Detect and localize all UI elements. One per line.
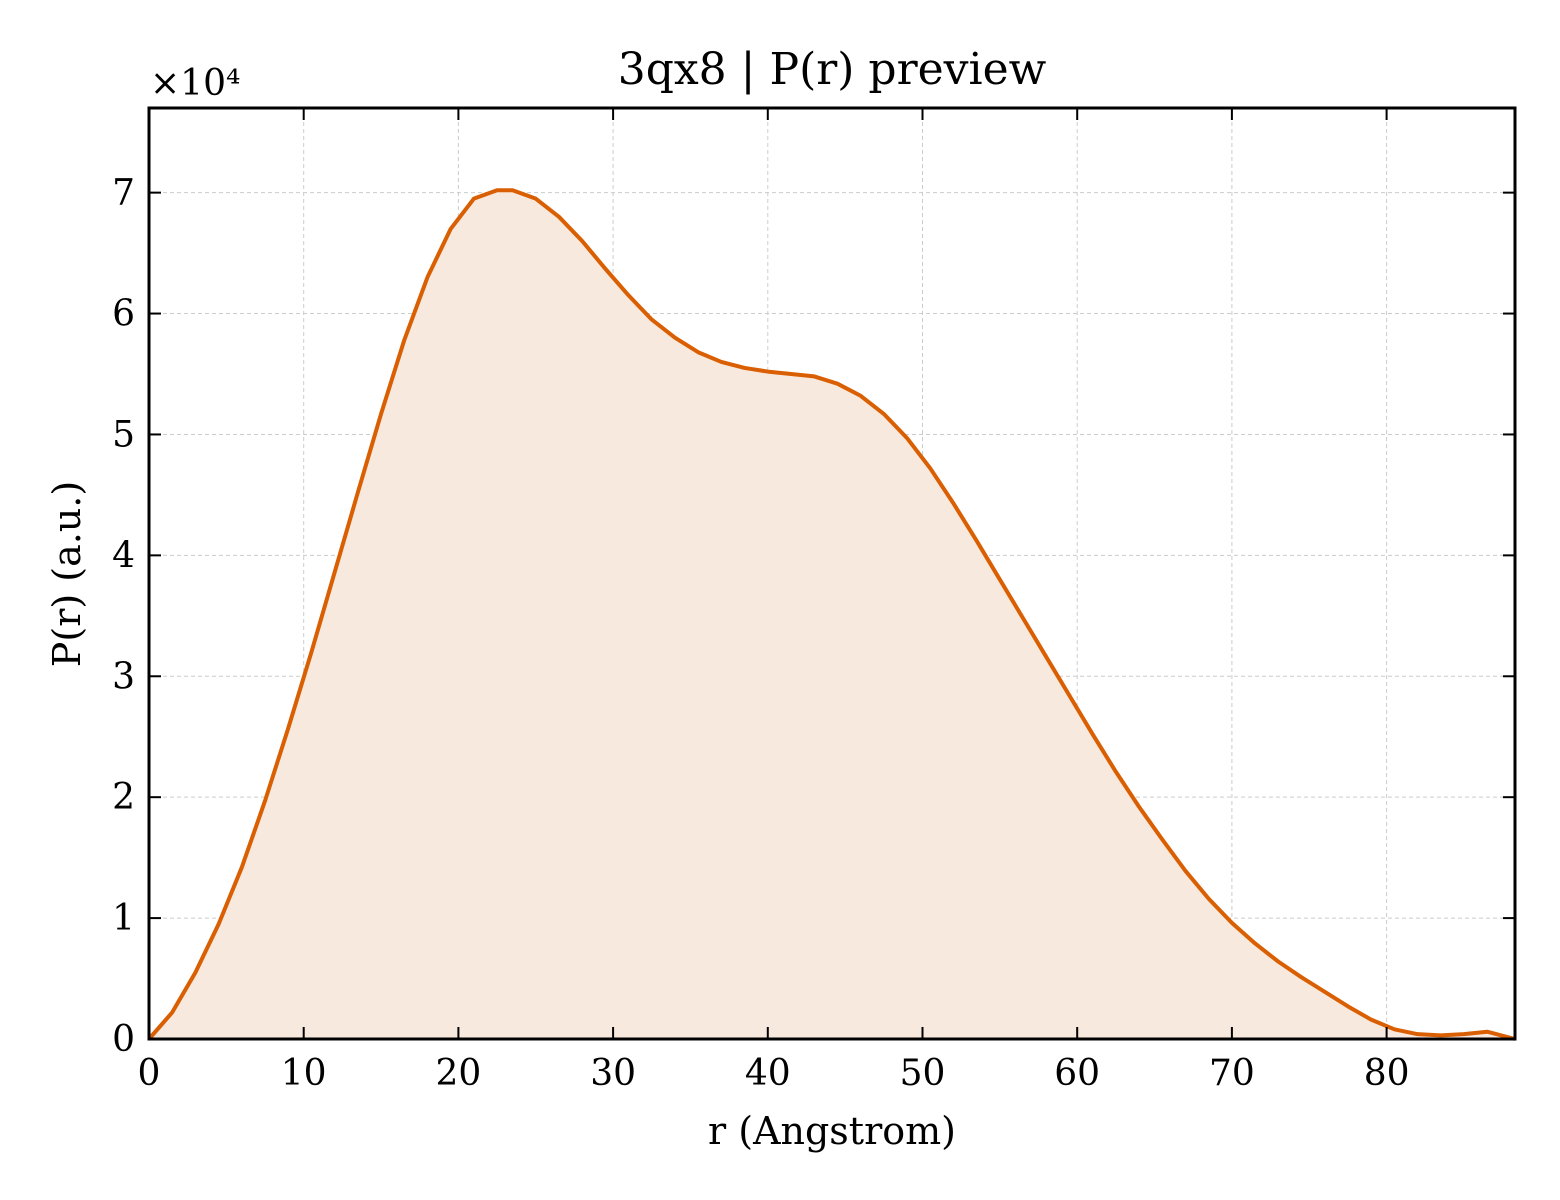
plot-frame [147,106,1517,1041]
x-tick-label: 10 [281,1053,327,1094]
series-line [147,188,1516,1041]
y-multiplier-label: ×10⁴ [150,63,240,104]
chart-title: 3qx8 | P(r) preview [618,44,1047,95]
x-tick-label: 30 [590,1053,636,1094]
x-tick-label: 60 [1054,1053,1100,1094]
y-tick-label: 7 [112,173,135,214]
x-tick-label: 40 [745,1053,791,1094]
y-tick-label: 0 [112,1019,135,1060]
y-axis-label: P(r) (a.u.) [45,481,89,667]
x-tick-label: 50 [900,1053,946,1094]
x-tick-label: 80 [1364,1053,1410,1094]
y-tick-label: 3 [112,656,135,697]
y-tick-label: 4 [112,535,135,576]
y-tick-label: 1 [112,898,135,939]
y-tick-label: 2 [112,777,135,818]
ticks: 0 10 20 30 40 50 60 70 80 0 1 2 3 4 5 6 7 [112,108,1515,1094]
x-axis-label: r (Angstrom) [708,1109,956,1153]
area-fill [149,190,1515,1039]
x-tick-label: 0 [138,1053,161,1094]
x-tick-label: 70 [1209,1053,1255,1094]
y-tick-label: 6 [112,294,135,335]
x-tick-label: 20 [435,1053,481,1094]
y-tick-label: 5 [112,414,135,455]
